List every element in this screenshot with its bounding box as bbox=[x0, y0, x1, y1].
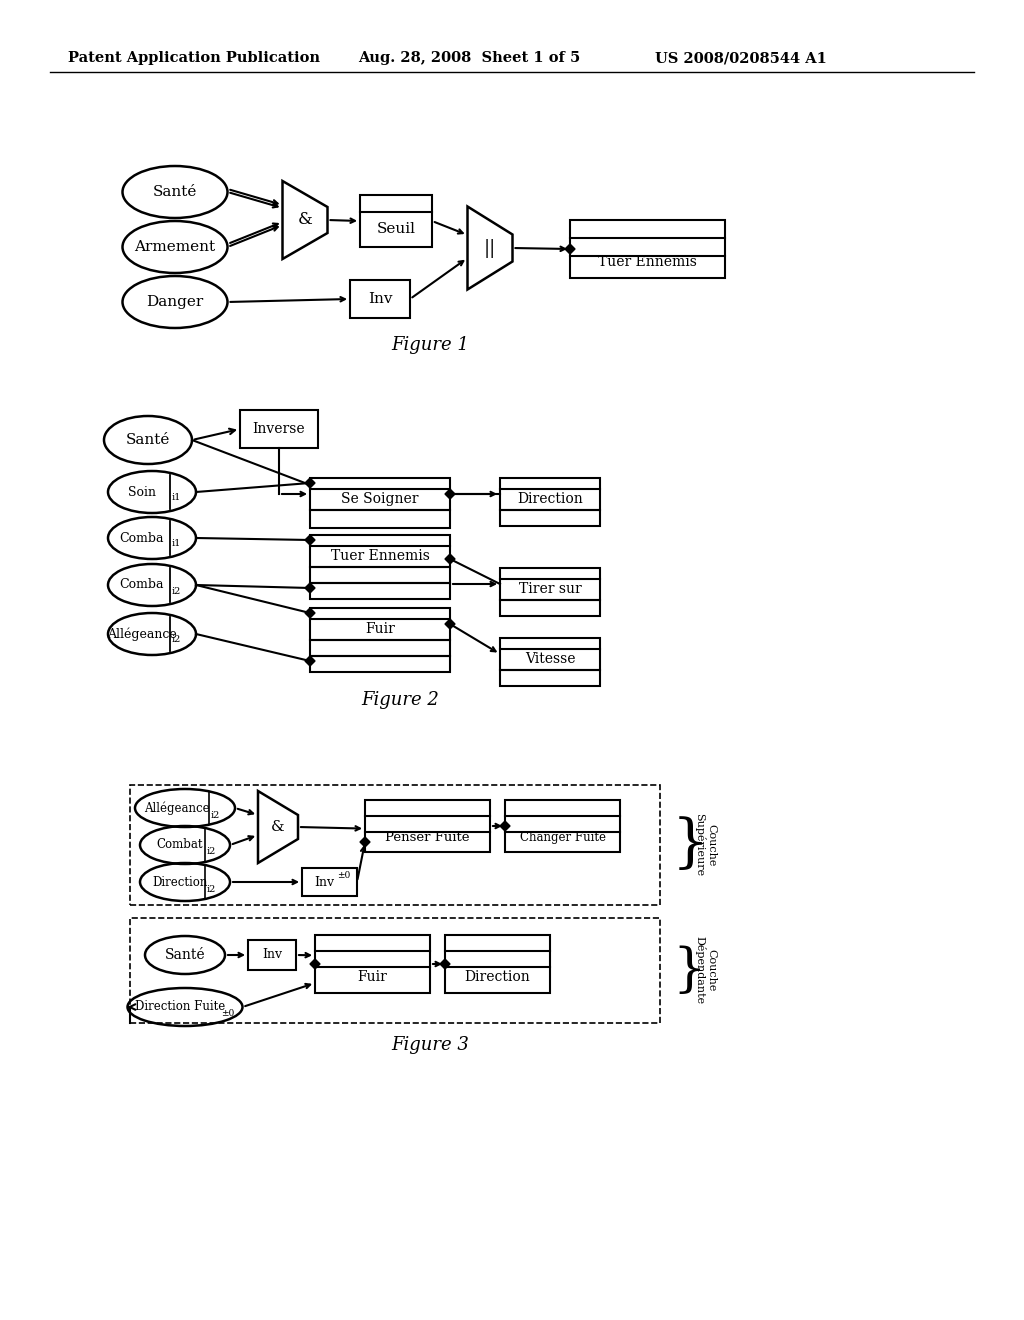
Text: Figure 3: Figure 3 bbox=[391, 1036, 469, 1053]
Text: Inverse: Inverse bbox=[253, 422, 305, 436]
Text: Allégeance: Allégeance bbox=[108, 627, 177, 640]
Text: Inv: Inv bbox=[368, 292, 392, 306]
Bar bbox=[248, 940, 296, 970]
Text: Fuir: Fuir bbox=[366, 622, 395, 636]
Text: US 2008/0208544 A1: US 2008/0208544 A1 bbox=[655, 51, 826, 65]
Text: Couche
Dépendante: Couche Dépendante bbox=[694, 936, 717, 1005]
Text: i2: i2 bbox=[207, 847, 216, 857]
Bar bbox=[500, 601, 600, 616]
Text: Inv: Inv bbox=[262, 949, 282, 961]
Bar bbox=[505, 800, 620, 851]
Polygon shape bbox=[565, 244, 575, 253]
Text: Comba: Comba bbox=[120, 578, 164, 591]
Text: i1: i1 bbox=[172, 494, 181, 503]
Bar bbox=[310, 656, 450, 672]
Text: ||: || bbox=[484, 239, 496, 257]
Bar bbox=[500, 510, 600, 525]
Text: i2: i2 bbox=[211, 810, 220, 820]
Bar bbox=[315, 935, 430, 993]
Text: Fuir: Fuir bbox=[357, 970, 387, 985]
Text: Santé: Santé bbox=[153, 185, 198, 199]
Bar bbox=[500, 568, 600, 601]
Text: Tuer Ennemis: Tuer Ennemis bbox=[331, 549, 429, 562]
Text: i2: i2 bbox=[207, 884, 216, 894]
Polygon shape bbox=[360, 837, 370, 847]
Text: Direction: Direction bbox=[517, 492, 583, 506]
Text: Allégeance: Allégeance bbox=[144, 801, 210, 814]
Bar bbox=[310, 510, 450, 528]
Polygon shape bbox=[305, 535, 315, 545]
Polygon shape bbox=[305, 478, 315, 488]
Text: Penser Fuite: Penser Fuite bbox=[385, 832, 470, 843]
Text: }: } bbox=[672, 817, 710, 873]
Text: Direction Fuite: Direction Fuite bbox=[135, 1001, 225, 1014]
Bar bbox=[240, 411, 318, 447]
Bar bbox=[310, 609, 450, 640]
Text: Danger: Danger bbox=[146, 294, 204, 309]
Polygon shape bbox=[500, 821, 510, 832]
Text: Figure 2: Figure 2 bbox=[361, 690, 439, 709]
Bar bbox=[310, 568, 450, 583]
Text: Soin: Soin bbox=[128, 486, 156, 499]
Text: i2: i2 bbox=[172, 635, 181, 644]
Text: Comba: Comba bbox=[120, 532, 164, 544]
Text: Patent Application Publication: Patent Application Publication bbox=[68, 51, 319, 65]
Bar bbox=[360, 195, 432, 247]
Text: Se Soigner: Se Soigner bbox=[341, 492, 419, 506]
Polygon shape bbox=[305, 609, 315, 618]
Text: Seuil: Seuil bbox=[377, 222, 416, 236]
Polygon shape bbox=[440, 960, 450, 969]
Bar bbox=[350, 280, 410, 318]
Polygon shape bbox=[305, 583, 315, 593]
Text: Direction: Direction bbox=[153, 875, 208, 888]
Text: Vitesse: Vitesse bbox=[524, 652, 575, 665]
Bar bbox=[500, 671, 600, 686]
Bar bbox=[445, 935, 550, 993]
Text: ±0: ±0 bbox=[337, 871, 350, 880]
Text: Inv: Inv bbox=[314, 875, 334, 888]
Bar bbox=[310, 478, 450, 510]
Text: i1: i1 bbox=[172, 540, 181, 549]
Polygon shape bbox=[445, 488, 455, 499]
Bar bbox=[365, 800, 490, 851]
Text: Direction: Direction bbox=[465, 970, 530, 985]
Text: Santé: Santé bbox=[165, 948, 206, 962]
Text: Combat: Combat bbox=[157, 838, 203, 851]
Bar bbox=[130, 917, 660, 1023]
Text: Aug. 28, 2008  Sheet 1 of 5: Aug. 28, 2008 Sheet 1 of 5 bbox=[358, 51, 581, 65]
Polygon shape bbox=[445, 554, 455, 564]
Text: Figure 1: Figure 1 bbox=[391, 337, 469, 354]
Text: Couche
Supérieure: Couche Supérieure bbox=[694, 813, 717, 876]
Text: &: & bbox=[298, 211, 312, 228]
Bar bbox=[570, 220, 725, 279]
Polygon shape bbox=[310, 960, 319, 969]
Text: }: } bbox=[672, 945, 706, 997]
Polygon shape bbox=[445, 619, 455, 630]
Bar bbox=[500, 478, 600, 510]
Text: Santé: Santé bbox=[126, 433, 170, 447]
Text: Armement: Armement bbox=[134, 240, 216, 253]
Text: Changer Fuite: Changer Fuite bbox=[519, 832, 605, 843]
Text: Tirer sur: Tirer sur bbox=[518, 582, 582, 595]
Text: Tuer Ennemis: Tuer Ennemis bbox=[598, 255, 697, 269]
Polygon shape bbox=[305, 656, 315, 667]
Bar bbox=[500, 638, 600, 671]
Bar bbox=[310, 535, 450, 568]
Text: i2: i2 bbox=[172, 586, 181, 595]
Text: ±0: ±0 bbox=[221, 1010, 234, 1019]
Bar bbox=[130, 785, 660, 906]
Text: &: & bbox=[271, 820, 285, 834]
Bar bbox=[310, 583, 450, 599]
Bar bbox=[302, 869, 357, 896]
Bar bbox=[310, 640, 450, 656]
